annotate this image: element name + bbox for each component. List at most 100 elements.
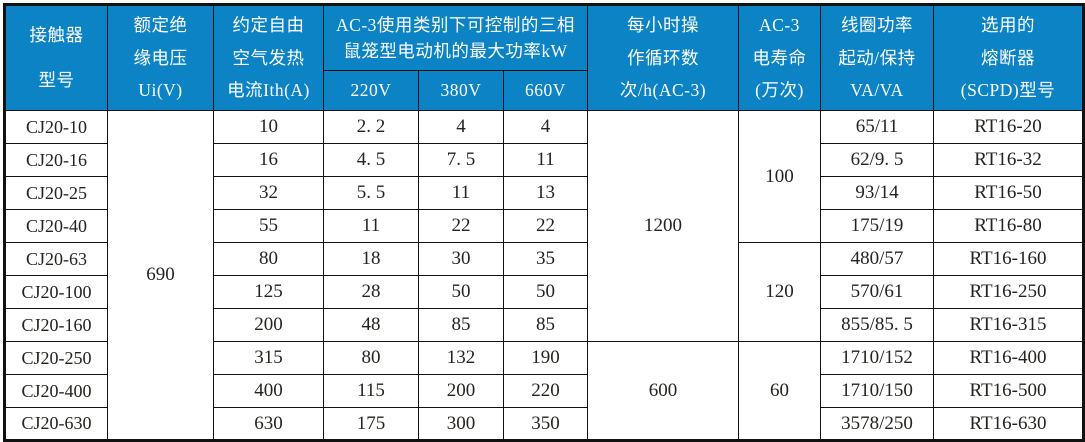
cell-fuse: RT16-20	[933, 110, 1084, 144]
cell-model: CJ20-400	[4, 374, 108, 408]
table-row: CJ20-630 630 175 300 350 3578/250 RT16-6…	[4, 407, 1084, 441]
cell-660v: 35	[503, 242, 588, 276]
cell-380v: 4	[418, 110, 504, 144]
cell-fuse: RT16-400	[933, 341, 1084, 375]
cell-fuse: RT16-160	[933, 242, 1084, 276]
table-body: CJ20-10 690 10 2. 2 4 4 1200 100 65/11 R…	[4, 110, 1084, 441]
cell-380v: 300	[418, 407, 504, 441]
cell-660v: 220	[503, 374, 588, 408]
cell-380v: 7. 5	[418, 143, 504, 177]
cell-coil: 62/9. 5	[820, 143, 934, 177]
cell-model: CJ20-40	[4, 209, 108, 243]
cell-model: CJ20-16	[4, 143, 108, 177]
col-header-ui: 额定绝 缘电压 Ui(V)	[107, 4, 214, 111]
cell-coil: 3578/250	[820, 407, 934, 441]
table-row: CJ20-25 32 5. 5 11 13 93/14 RT16-50	[4, 176, 1084, 210]
cell-coil: 93/14	[820, 176, 934, 210]
cell-model: CJ20-160	[4, 308, 108, 342]
col-header-cycles: 每小时操 作循环数 次/h(AC-3)	[587, 4, 739, 111]
cell-660v: 50	[503, 275, 588, 309]
cell-coil: 65/11	[820, 110, 934, 144]
table-row: CJ20-160 200 48 85 85 855/85. 5 RT16-315	[4, 308, 1084, 342]
cell-model: CJ20-63	[4, 242, 108, 276]
col-header-life: AC-3 电寿命 (万次)	[738, 4, 821, 111]
cell-660v: 190	[503, 341, 588, 375]
cell-fuse: RT16-630	[933, 407, 1084, 441]
cell-ui-merged: 690	[107, 110, 214, 441]
cell-ith: 630	[213, 407, 324, 441]
cell-220v: 28	[323, 275, 419, 309]
table-row: CJ20-63 80 18 30 35 120 480/57 RT16-160	[4, 242, 1084, 342]
col-header-380v: 380V	[418, 70, 504, 111]
cell-cycles-merged: 1200	[587, 110, 739, 342]
contactor-spec-table: 接触器 型号 额定绝 缘电压 Ui(V) 约定自由 空气发热 电流Ith(A) …	[3, 3, 1085, 442]
cell-ith: 315	[213, 341, 324, 375]
table-row: CJ20-16 16 4. 5 7. 5 11 62/9. 5 RT16-32	[4, 143, 1084, 177]
cell-model: CJ20-25	[4, 176, 108, 210]
cell-fuse: RT16-500	[933, 374, 1084, 408]
header-row-sub: 220V 380V 660V	[5, 70, 1084, 111]
cell-ith: 16	[213, 143, 324, 177]
cell-220v: 2. 2	[323, 110, 419, 144]
cell-ith: 400	[213, 374, 324, 408]
cell-380v: 30	[418, 242, 504, 276]
cell-model: CJ20-250	[4, 341, 108, 375]
col-header-220v: 220V	[323, 70, 419, 111]
cell-660v: 11	[503, 143, 588, 177]
cell-ith: 125	[213, 275, 324, 309]
cell-fuse: RT16-50	[933, 176, 1084, 210]
cell-fuse: RT16-32	[933, 143, 1084, 177]
cell-life-merged: 60	[738, 341, 821, 441]
cell-coil: 175/19	[820, 209, 934, 243]
cell-ith: 55	[213, 209, 324, 243]
cell-380v: 85	[418, 308, 504, 342]
cell-coil: 1710/150	[820, 374, 934, 408]
cell-220v: 4. 5	[323, 143, 419, 177]
cell-fuse: RT16-80	[933, 209, 1084, 243]
cell-660v: 350	[503, 407, 588, 441]
cell-220v: 175	[323, 407, 419, 441]
table-row: CJ20-100 125 28 50 50 570/61 RT16-250	[4, 275, 1084, 309]
cell-life-merged: 100	[738, 110, 821, 243]
header-row-top: 接触器 型号 额定绝 缘电压 Ui(V) 约定自由 空气发热 电流Ith(A) …	[4, 4, 1084, 111]
cell-ith: 200	[213, 308, 324, 342]
col-header-fuse: 选用的 熔断器 (SCPD)型号	[933, 4, 1084, 111]
cell-fuse: RT16-315	[933, 308, 1084, 342]
cell-ith: 10	[213, 110, 324, 144]
col-header-model: 接触器 型号	[4, 4, 108, 111]
cell-cycles-merged: 600	[587, 341, 739, 441]
cell-220v: 115	[323, 374, 419, 408]
cell-ith: 32	[213, 176, 324, 210]
cell-380v: 132	[418, 341, 504, 375]
cell-220v: 48	[323, 308, 419, 342]
cell-coil: 1710/152	[820, 341, 934, 375]
cell-660v: 13	[503, 176, 588, 210]
col-header-coil: 线圈功率 起动/保持 VA/VA	[820, 4, 934, 111]
cell-660v: 4	[503, 110, 588, 144]
cell-model: CJ20-630	[4, 407, 108, 441]
table-row: CJ20-10 690 10 2. 2 4 4 1200 100 65/11 R…	[4, 110, 1084, 441]
cell-ith: 80	[213, 242, 324, 276]
cell-380v: 50	[418, 275, 504, 309]
cell-220v: 80	[323, 341, 419, 375]
cell-220v: 18	[323, 242, 419, 276]
cell-660v: 22	[503, 209, 588, 243]
col-header-660v: 660V	[503, 70, 588, 111]
table-row: CJ20-250 315 80 132 190 600 60 1710/152 …	[4, 341, 1084, 441]
cell-380v: 11	[418, 176, 504, 210]
col-header-ith: 约定自由 空气发热 电流Ith(A)	[213, 4, 324, 111]
table-header: 接触器 型号 额定绝 缘电压 Ui(V) 约定自由 空气发热 电流Ith(A) …	[4, 4, 1084, 111]
col-header-power-group: AC-3使用类别下可控制的三相 鼠笼型电动机的最大功率kW	[323, 4, 588, 71]
cell-coil: 855/85. 5	[820, 308, 934, 342]
table-row: CJ20-40 55 11 22 22 175/19 RT16-80	[4, 209, 1084, 243]
cell-model: CJ20-10	[4, 110, 108, 144]
cell-380v: 22	[418, 209, 504, 243]
table-row: CJ20-400 400 115 200 220 1710/150 RT16-5…	[4, 374, 1084, 408]
cell-coil: 480/57	[820, 242, 934, 276]
cell-220v: 5. 5	[323, 176, 419, 210]
cell-380v: 200	[418, 374, 504, 408]
cell-220v: 11	[323, 209, 419, 243]
cell-660v: 85	[503, 308, 588, 342]
cell-fuse: RT16-250	[933, 275, 1084, 309]
